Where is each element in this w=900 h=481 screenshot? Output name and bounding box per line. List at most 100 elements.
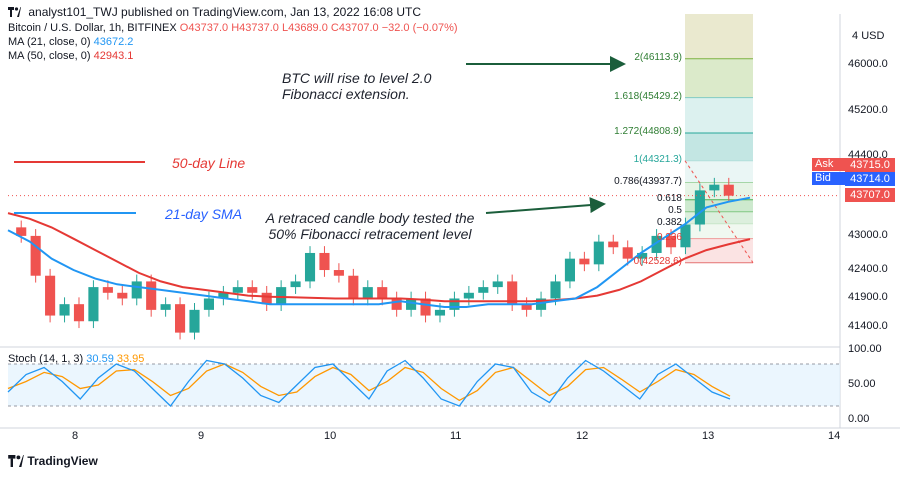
candle-body xyxy=(160,304,171,310)
candle-body xyxy=(622,247,633,259)
candle-body xyxy=(434,309,446,316)
candle-body xyxy=(319,252,330,271)
fib-zone-1 xyxy=(685,97,753,133)
candle-body xyxy=(218,292,229,299)
time-tick-label: 12 xyxy=(576,430,589,442)
candle-body xyxy=(102,287,113,293)
ask-label: Ask xyxy=(815,158,834,170)
fib-level-label: 0(42528.6) xyxy=(633,255,682,267)
high-value: H43737.0 xyxy=(231,22,279,34)
stoch-k-line xyxy=(7,359,731,407)
change-value: −32.0 (−0.07%) xyxy=(381,22,458,34)
candle-body xyxy=(45,275,56,316)
stoch-band xyxy=(8,364,840,406)
candle-body xyxy=(276,287,287,305)
candle-body xyxy=(463,292,474,299)
candle-body xyxy=(304,252,316,282)
candle-body xyxy=(637,252,648,259)
candle-body xyxy=(88,287,99,322)
fib-zone-8 xyxy=(685,238,753,263)
fib-level-label: 0.382 xyxy=(656,216,682,228)
candle-body xyxy=(117,292,128,299)
ask-price-tag: 43715.0 xyxy=(845,158,895,172)
candle-body xyxy=(290,281,301,288)
tradingview-footer-logo-icon xyxy=(8,455,24,467)
fib-zone-0 xyxy=(685,58,753,98)
candle-body xyxy=(146,281,157,310)
fib-level-label: 1(44321.3) xyxy=(633,153,682,165)
candle-body xyxy=(550,281,561,299)
stoch-k-value: 30.59 xyxy=(86,353,114,365)
time-tick-label: 14 xyxy=(828,430,841,442)
bid-label: Bid xyxy=(815,172,831,184)
candle-body xyxy=(593,241,604,265)
fib-level-label: 0.618 xyxy=(656,192,682,204)
stoch-legend: Stoch (14, 1, 3) 30.59 33.95 xyxy=(8,353,144,365)
candle-body xyxy=(651,235,662,253)
candle-body xyxy=(348,275,359,299)
candle-body xyxy=(665,235,677,248)
time-tick-label: 10 xyxy=(324,430,337,442)
annotation-retrace: A retraced candle body tested the 50% Fi… xyxy=(265,210,475,242)
annotation-50-day-line: 50-day Line xyxy=(172,155,246,171)
close-value: C43707.0 xyxy=(330,22,379,34)
candle-body xyxy=(333,270,344,276)
fib-level-label: 0.786(43937.7) xyxy=(614,175,682,187)
candle-body xyxy=(521,304,532,310)
candle-body xyxy=(406,298,417,310)
candle-body xyxy=(189,309,200,333)
fib-level-label: 2(46113.9) xyxy=(634,51,682,63)
ma50-legend: MA (50, close, 0) 42943.1 xyxy=(8,50,133,62)
symbol-label: Bitcoin / U.S. Dollar, 1h, BITFINEX xyxy=(8,22,177,34)
price-tick-label: 41400.0 xyxy=(848,319,888,332)
candle-body xyxy=(377,287,388,299)
price-tick-label: 43000.0 xyxy=(848,228,888,241)
candle-body xyxy=(608,241,619,248)
stoch-d-value: 33.95 xyxy=(116,353,145,365)
candle-body xyxy=(16,227,27,236)
ma21-label: MA (21, close, 0) xyxy=(8,36,91,48)
candle-body xyxy=(507,281,518,305)
candle-body xyxy=(492,281,503,288)
fib-level-label: 1.272(44808.9) xyxy=(614,125,682,137)
fib-zone-7 xyxy=(685,223,753,239)
candle-body xyxy=(449,298,460,310)
candle-body xyxy=(203,298,214,310)
candle-body xyxy=(680,224,691,248)
candle-body xyxy=(420,298,431,316)
candle-body xyxy=(30,235,41,276)
footer-brand: TradingView xyxy=(8,454,98,468)
candle-body xyxy=(73,304,85,322)
annotation-21-day-sma: 21-day SMA xyxy=(165,206,243,222)
fib-level-label: 0.5 xyxy=(668,204,682,216)
candle-body xyxy=(247,287,258,293)
publish-header: analyst101_TWJ published on TradingView.… xyxy=(8,5,421,19)
publish-text: analyst101_TWJ published on TradingView.… xyxy=(28,5,422,19)
open-value: O43737.0 xyxy=(179,22,229,34)
price-tick-label: 45200.0 xyxy=(848,103,888,116)
ma21-line xyxy=(7,196,751,308)
fib-zone-3 xyxy=(685,160,753,183)
arrow-retrace xyxy=(485,197,606,214)
candle-body xyxy=(709,184,720,191)
tradingview-logo-icon xyxy=(8,7,21,17)
price-tick-label: 46000.0 xyxy=(848,58,888,71)
price-tick-label: 42400.0 xyxy=(848,263,888,276)
candle-body xyxy=(232,287,243,293)
time-tick-label: 8 xyxy=(72,430,79,442)
candle-body xyxy=(694,190,705,225)
time-tick-label: 13 xyxy=(702,430,715,442)
candle-body xyxy=(261,292,272,305)
candle-body xyxy=(536,298,547,310)
ma50-line xyxy=(7,212,751,303)
stoch-tick-label: 100.00 xyxy=(848,343,882,355)
ma21-legend: MA (21, close, 0) 43672.2 xyxy=(8,36,133,48)
fib-trend-line xyxy=(684,160,754,263)
candle-body xyxy=(175,304,186,333)
ma50-label: MA (50, close, 0) xyxy=(8,50,91,62)
candle-body xyxy=(723,184,734,196)
price-tick-label: 41900.0 xyxy=(848,291,888,304)
currency-prefix: 4 xyxy=(852,30,862,42)
